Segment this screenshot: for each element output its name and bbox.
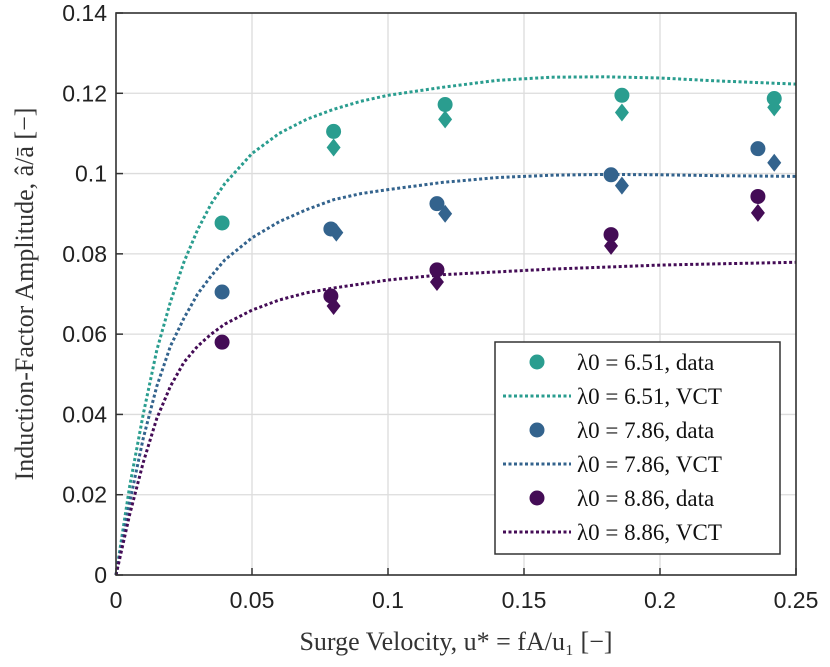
x-tick-label: 0.25	[774, 587, 819, 613]
legend-marker	[529, 490, 545, 506]
data-point-diamond	[604, 236, 619, 255]
legend-box	[494, 341, 781, 555]
data-point-circle	[614, 87, 630, 103]
data-point-circle	[750, 188, 766, 204]
data-point-diamond	[614, 176, 629, 195]
data-point-circle	[603, 167, 619, 183]
data-point-diamond	[767, 98, 782, 117]
x-tick-label: 0.2	[644, 587, 676, 613]
data-point-circle	[214, 284, 230, 300]
data-point-circle	[429, 196, 445, 212]
x-axis-label: Surge Velocity, u* = fA/u₁ [−]	[299, 627, 612, 656]
data-point-diamond	[326, 138, 341, 157]
data-point-circle	[750, 141, 766, 157]
data-point-circle	[603, 227, 619, 243]
data-point-circle	[429, 262, 445, 278]
axes	[115, 12, 797, 576]
data-point-diamond	[429, 272, 444, 291]
x-tick-label: 0.05	[230, 587, 275, 613]
data-point-circle	[214, 334, 230, 350]
data-point-circle	[326, 123, 342, 139]
data-markers	[214, 87, 782, 350]
vct-curve	[114, 172, 797, 576]
y-tick-label: 0	[94, 562, 107, 588]
y-axis-label: Induction-Factor Amplitude, â/ā [−]	[10, 108, 39, 481]
legend-marker	[529, 354, 545, 370]
legend-label: λ0 = 7.86, data	[577, 418, 714, 443]
x-tick-label: 0.1	[372, 587, 404, 613]
legend-label: λ0 = 6.51, VCT	[577, 384, 722, 409]
data-point-diamond	[750, 203, 765, 222]
y-tick-label: 0.14	[62, 0, 107, 26]
legend-label: λ0 = 8.86, VCT	[577, 520, 722, 545]
x-tick-label: 0	[110, 587, 123, 613]
data-point-diamond	[329, 223, 344, 242]
data-point-diamond	[326, 297, 341, 316]
y-tick-label: 0.04	[62, 401, 107, 427]
data-point-circle	[437, 97, 453, 113]
vct-curve	[114, 75, 797, 576]
y-tick-label: 0.02	[62, 482, 107, 508]
data-point-diamond	[767, 153, 782, 172]
tick-labels: 0 0.05 0.1 0.15 0.2 0.25 0 0.02 0.04 0.06 0.08 0.1 0…	[62, 0, 818, 613]
legend: λ0 = 6.51, data λ0 = 6.51, VCT λ0 = 7.86, …	[494, 341, 781, 555]
data-point-diamond	[438, 204, 453, 223]
y-tick-label: 0.1	[75, 161, 107, 187]
legend-label: λ0 = 7.86, VCT	[577, 452, 722, 477]
legend-marker	[529, 422, 545, 438]
data-point-diamond	[438, 110, 453, 129]
y-tick-label: 0.12	[62, 80, 107, 106]
data-point-circle	[214, 215, 230, 231]
vct-curves	[114, 75, 797, 576]
legend-label: λ0 = 8.86, data	[577, 486, 714, 511]
plot-frame	[115, 12, 797, 576]
x-tick-label: 0.15	[502, 587, 547, 613]
vct-curve	[114, 260, 797, 576]
legend-label: λ0 = 6.51, data	[577, 350, 714, 375]
y-tick-label: 0.06	[62, 321, 107, 347]
y-tick-label: 0.08	[62, 241, 107, 267]
data-point-diamond	[614, 103, 629, 122]
